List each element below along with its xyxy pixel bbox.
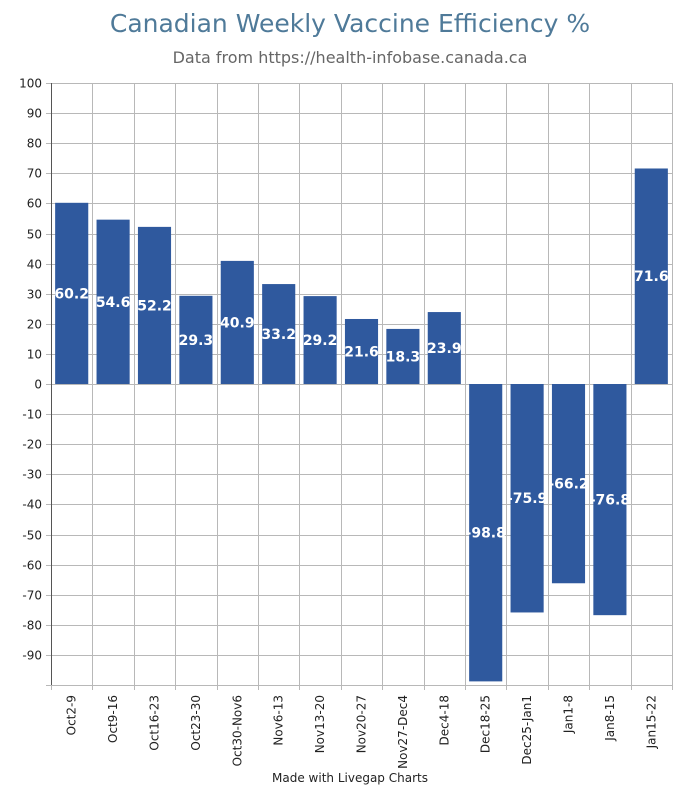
bar <box>303 296 337 384</box>
y-tick-label: 50 <box>27 228 42 242</box>
data-label: -98.8 <box>466 526 506 542</box>
x-tick-label: Oct16-23 <box>148 695 162 751</box>
x-tick-label: Nov20-27 <box>355 695 369 753</box>
bar <box>137 226 172 384</box>
y-tick-label: 10 <box>27 348 42 362</box>
y-tick-label: -70 <box>22 589 42 603</box>
data-label: -66.2 <box>548 477 588 493</box>
x-tick-label: Oct30-Nov6 <box>230 695 244 766</box>
data-label: 54.6 <box>96 295 131 311</box>
x-tick-label: Oct2-9 <box>65 695 79 735</box>
y-tick-label: -30 <box>22 468 42 482</box>
data-label: 60.2 <box>54 286 89 302</box>
y-tick-label: 70 <box>27 167 42 181</box>
data-label: -75.9 <box>507 491 547 507</box>
data-label: 18.3 <box>386 349 421 365</box>
data-label: 23.9 <box>427 341 462 357</box>
y-tick-label: 90 <box>27 107 42 121</box>
bar <box>179 295 213 384</box>
y-tick-label: 80 <box>27 137 42 151</box>
data-label: 33.2 <box>261 327 296 343</box>
data-label: -76.8 <box>590 493 630 509</box>
data-label: 29.3 <box>179 333 214 349</box>
x-tick-label: Dec25-Jan1 <box>520 695 534 765</box>
x-tick-label: Dec18-25 <box>479 695 493 753</box>
y-tick-label: 100 <box>19 77 42 91</box>
y-tick-label: 0 <box>34 378 42 392</box>
bar <box>262 284 296 384</box>
data-label: 29.2 <box>303 333 338 349</box>
x-tick-label: Nov27-Dec4 <box>396 695 410 769</box>
y-tick-label: -40 <box>22 498 42 512</box>
bar <box>55 202 89 384</box>
bar <box>386 328 420 384</box>
bar <box>427 312 461 384</box>
bar <box>469 384 503 682</box>
data-label: 21.6 <box>344 344 379 360</box>
data-label: 40.9 <box>220 315 255 331</box>
bar <box>510 384 544 613</box>
chart-subtitle: Data from https://health-infobase.canada… <box>172 48 528 67</box>
x-tick-label: Dec4-18 <box>437 695 451 745</box>
x-tick-label: Nov13-20 <box>313 695 327 753</box>
bar <box>551 384 586 584</box>
x-tick-label: Nov6-13 <box>272 695 286 746</box>
y-tick-label: -10 <box>22 408 42 422</box>
data-label: 71.6 <box>634 269 669 285</box>
data-label: 52.2 <box>137 298 172 314</box>
x-tick-label: Oct23-30 <box>189 695 203 751</box>
x-tick-label: Oct9-16 <box>106 695 120 743</box>
y-tick-label: 40 <box>27 258 42 272</box>
y-tick-label: 20 <box>27 318 42 332</box>
bar <box>344 318 379 384</box>
y-tick-label: 60 <box>27 197 42 211</box>
y-tick-label: 30 <box>27 288 42 302</box>
bar <box>634 168 668 384</box>
bar <box>96 219 130 384</box>
x-tick-label: Jan1-8 <box>562 695 576 734</box>
x-tick-label: Jan8-15 <box>603 695 617 742</box>
y-tick-label: -60 <box>22 559 42 573</box>
y-tick-label: -20 <box>22 438 42 452</box>
footer-credit: Made with Livegap Charts <box>272 771 428 785</box>
bar <box>593 384 627 616</box>
chart-title: Canadian Weekly Vaccine Efficiency % <box>109 9 591 38</box>
y-tick-label: -80 <box>22 619 42 633</box>
y-tick-label: -50 <box>22 529 42 543</box>
x-tick-label: Jan15-22 <box>644 695 658 749</box>
y-tick-label: -90 <box>22 649 42 663</box>
bar <box>220 260 254 384</box>
